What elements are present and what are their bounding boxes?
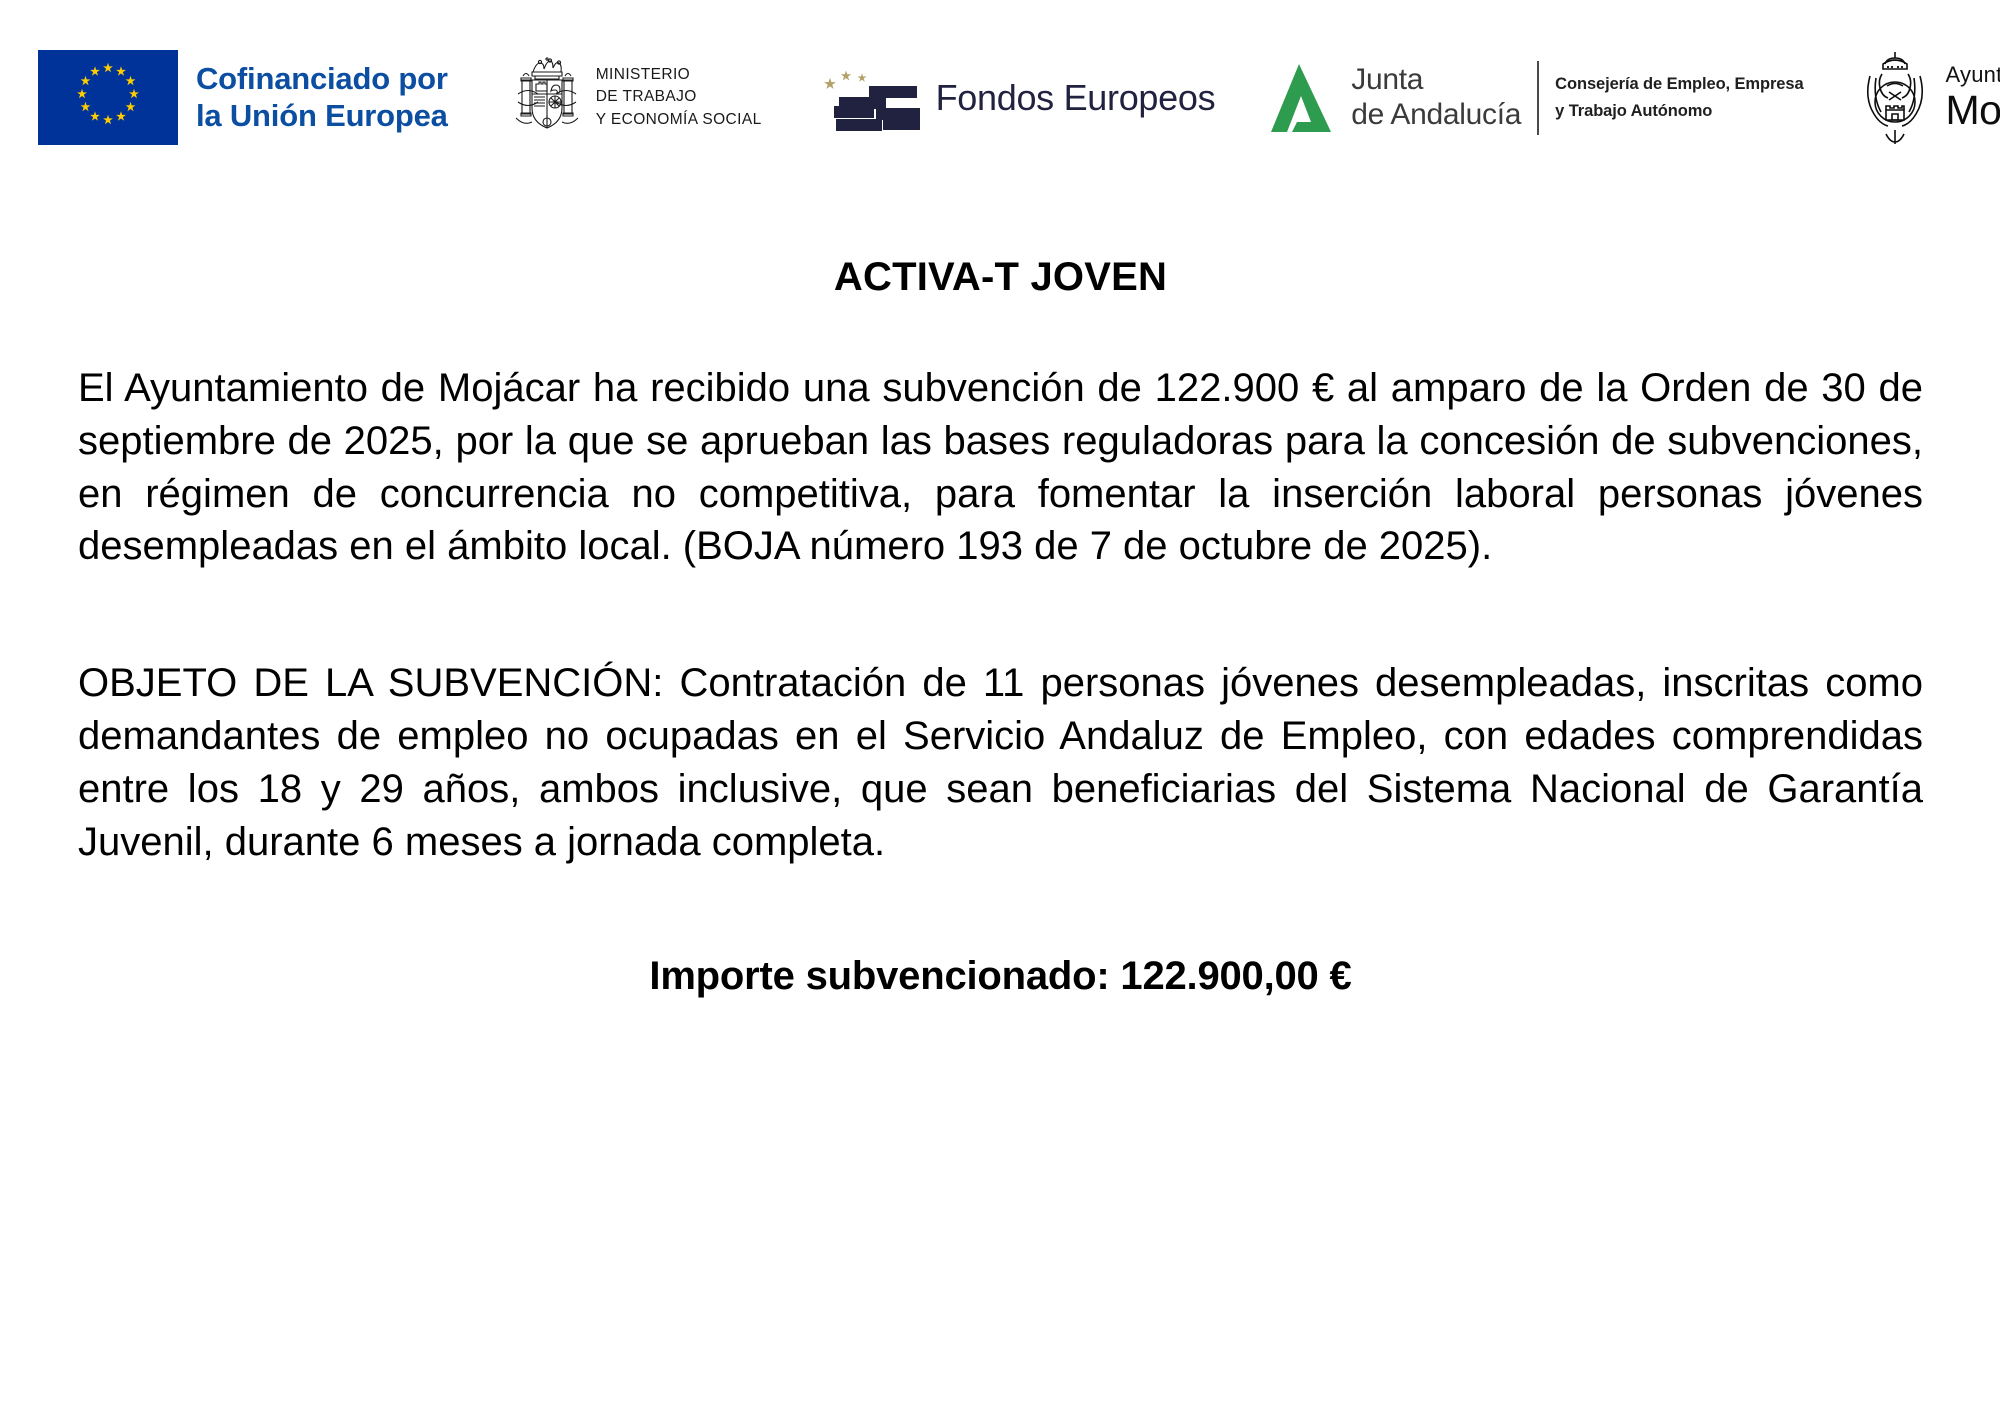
- mojacar-label-ayuntamiento: Ayuntamiento: [1945, 61, 2000, 87]
- ministerio-logo-label: MINISTERIO DE TRABAJO Y ECONOMÍA SOCIAL: [595, 65, 762, 128]
- eu-logo-label: Cofinanciado por la Unión Europea: [196, 60, 448, 133]
- junta-andalucia-a-icon: [1271, 63, 1332, 132]
- amount-line: Importe subvencionado: 122.900,00 €: [649, 954, 1352, 999]
- logo-ayuntamiento-mojacar: Ayuntamiento Mojácar: [1856, 46, 2000, 150]
- fondos-europeos-mark-icon: [823, 70, 920, 131]
- junta-andalucia-label: Junta de Andalucía: [1351, 62, 1522, 131]
- page-title: ACTIVA-T JOVEN: [833, 255, 1168, 299]
- consejeria-label: Consejería de Empleo, Empresa y Trabajo …: [1555, 75, 1804, 120]
- spanish-coat-of-arms-icon: [515, 57, 579, 129]
- eu-flag-icon: [38, 50, 178, 145]
- mojacar-label-name: Mojácar: [1945, 87, 2000, 134]
- fondos-europeos-label: Fondos Europeos: [935, 76, 1216, 118]
- document-body: ACTIVA-T JOVEN El Ayuntamiento de Mojáca…: [78, 255, 1923, 999]
- mojacar-crest-icon: [1866, 51, 1923, 144]
- logo-header-bar: Cofinanciado por la Unión Europea: [0, 0, 2000, 195]
- paragraph-objeto-subvencion: OBJETO DE LA SUBVENCIÓN: Contratación de…: [78, 661, 1923, 864]
- logo-junta-de-andalucia: Junta de Andalucía Consejería de Empleo,…: [1261, 58, 1804, 138]
- junta-divider: [1537, 60, 1540, 135]
- paragraph-intro: El Ayuntamiento de Mojácar ha recibido u…: [78, 366, 1923, 569]
- eu-stars-icon: [77, 62, 139, 125]
- mojacar-label-group: Ayuntamiento Mojácar: [1945, 61, 2000, 134]
- logo-ministerio-trabajo: MINISTERIO DE TRABAJO Y ECONOMÍA SOCIAL: [510, 50, 762, 145]
- logo-european-union: Cofinanciado por la Unión Europea: [38, 50, 448, 145]
- logo-fondos-europeos: Fondos Europeos: [814, 56, 1216, 140]
